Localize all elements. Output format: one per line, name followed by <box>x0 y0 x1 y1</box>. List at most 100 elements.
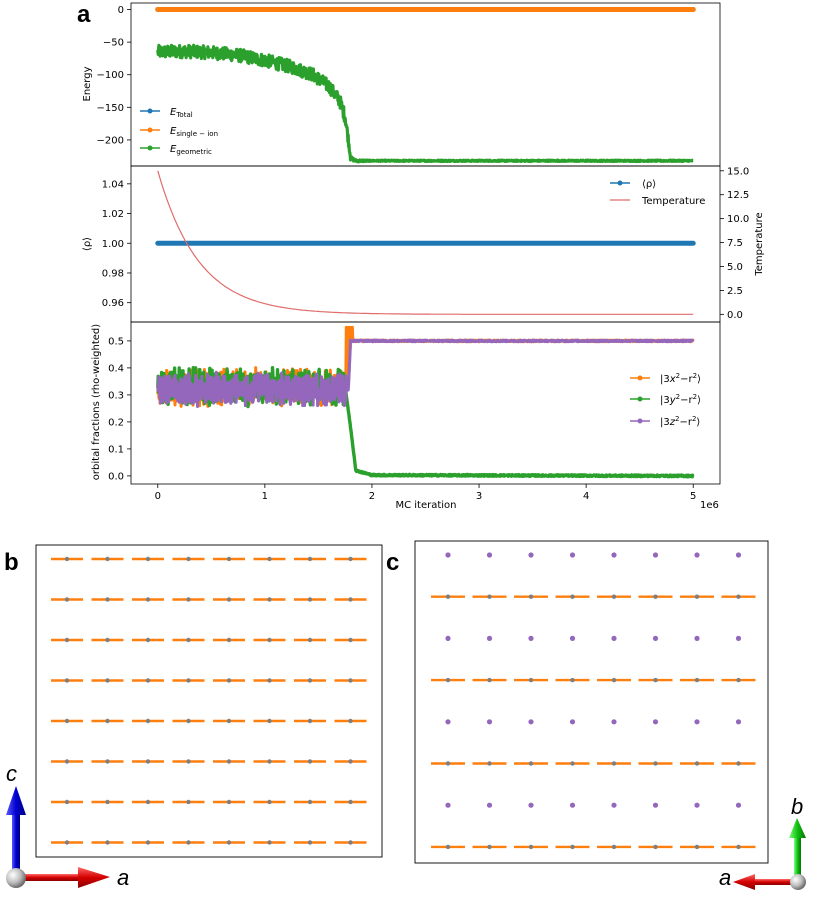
a-axis-arrow-shaft-b <box>18 874 80 881</box>
orbital-z-site <box>735 635 742 642</box>
lattice-site-dot <box>611 677 617 683</box>
legend-3x2-end: ⟩ <box>697 374 701 385</box>
lattice-site-dot <box>445 761 451 766</box>
lattice-site-dot <box>307 840 313 845</box>
legend-entry-temperature: Temperature <box>610 196 705 207</box>
svg-text:|3y2−r2⟩: |3y2−r2⟩ <box>660 393 701 406</box>
orbital-z-site <box>486 552 493 558</box>
lattice-site-dot <box>348 718 353 724</box>
lattice-site-dot <box>145 637 151 643</box>
orbital-z-site <box>569 552 576 558</box>
lattice-site-dot <box>64 556 70 562</box>
legend-entry-3x2: |3x2−r2⟩ <box>630 372 701 385</box>
lattice-site-dot <box>226 678 232 683</box>
panel-letter-c: c <box>386 549 399 576</box>
orbital-z-site <box>569 635 576 642</box>
lattice-site-dot <box>105 678 110 683</box>
legend-e-geometric-sub: geometric <box>176 148 212 156</box>
lattice-site-dot <box>64 718 70 724</box>
lattice-site-dot <box>226 759 232 764</box>
lattice-site-dot <box>528 844 534 850</box>
orbital-z-site <box>445 802 451 808</box>
orbital-z-site <box>611 719 617 725</box>
c-axis-arrow-head <box>6 786 26 815</box>
legend-3y2-end: ⟩ <box>697 395 701 406</box>
panel-letter-a: a <box>77 1 91 28</box>
lattice-site-dot <box>348 637 353 643</box>
legend-rho-label: ⟨ρ⟩ <box>642 179 656 190</box>
lattice-site-dot <box>64 637 70 643</box>
orbital-3z2-line <box>156 338 695 408</box>
orbital-z-site <box>652 552 659 558</box>
lattice-site-dot <box>445 594 451 599</box>
b-axis-label: b <box>791 794 803 819</box>
legend-3x2-var: x <box>669 374 676 385</box>
orbital-y-ticks: 0.0 0.1 0.2 0.3 0.4 0.5 <box>108 336 131 482</box>
lattice-site-dot <box>267 840 272 845</box>
lattice-site-dot <box>570 844 575 850</box>
lattice-site-dot <box>267 556 272 562</box>
orbital-z-site <box>652 719 659 725</box>
lattice-site-dot <box>267 637 272 643</box>
a-axis-label-c: a <box>719 865 731 890</box>
lattice-ab-sites <box>431 552 756 850</box>
rho-y-tick-label: 1.02 <box>102 209 124 220</box>
legend-e-single-main: E <box>170 126 177 137</box>
lattice-site-dot <box>267 678 272 683</box>
lattice-site-dot <box>145 718 151 724</box>
legend-3z2-end: ⟩ <box>696 417 700 428</box>
panel-letter-b: b <box>4 549 19 576</box>
orbital-z-site <box>445 635 451 642</box>
rho-y-tick-label: 0.98 <box>102 268 124 279</box>
lattice-site-dot <box>226 718 232 724</box>
lattice-site-dot <box>307 637 313 643</box>
lattice-site-dot <box>528 594 534 599</box>
x-tick-label: 3 <box>476 491 482 502</box>
energy-y-label: Energy <box>82 66 93 101</box>
orbital-fractions-plot: 0.0 0.1 0.2 0.3 0.4 0.5 0 1 2 3 4 5 orbital fracti… <box>91 321 721 511</box>
temperature-y-tick-label: 0.0 <box>727 310 743 321</box>
temperature-y-tick-label: 12.5 <box>727 190 749 201</box>
orbital-z-site <box>611 802 617 808</box>
svg-text:|3z2−r2⟩: |3z2−r2⟩ <box>660 415 700 428</box>
temperature-y-tick-label: 2.5 <box>727 286 743 297</box>
lattice-site-dot <box>64 678 70 683</box>
b-axis-arrow-head <box>789 818 806 838</box>
orbital-z-site <box>611 635 617 642</box>
lattice-site-dot <box>105 556 110 562</box>
lattice-site-dot <box>267 718 272 724</box>
lattice-site-dot <box>64 597 70 602</box>
legend-3x2-post: −r <box>680 374 693 385</box>
lattice-site-dot <box>487 677 492 683</box>
legend-e-geometric-main: E <box>170 144 177 155</box>
axis-triad-ab: b a <box>719 794 806 890</box>
orbital-z-site <box>486 802 493 808</box>
legend-3y2-post: −r <box>680 395 693 406</box>
lattice-site-dot <box>186 678 191 683</box>
a-axis-arrow-head-b <box>78 867 110 888</box>
orbital-z-site <box>445 552 451 558</box>
orbital-z-site <box>652 802 659 808</box>
x-axis-label: MC iteration <box>395 500 456 511</box>
lattice-site-dot <box>145 597 151 602</box>
orbital-legend: |3x2−r2⟩ |3y2−r2⟩ |3z2−r2⟩ <box>630 372 701 428</box>
lattice-site-dot <box>653 677 658 683</box>
rho-temperature-series <box>155 170 696 315</box>
lattice-site-dot <box>64 759 70 764</box>
lattice-site-dot <box>145 799 151 805</box>
lattice-site-dot <box>186 637 191 643</box>
orbital-z-site <box>528 635 534 642</box>
orbital-y-tick-label: 0.0 <box>108 471 124 482</box>
temperature-y-tick-label: 15.0 <box>727 166 749 177</box>
lattice-site-dot <box>653 594 658 599</box>
lattice-ac-sites <box>51 556 367 845</box>
lattice-site-dot <box>736 594 741 599</box>
orbital-z-site <box>694 635 700 642</box>
legend-3x2-pre: |3 <box>660 374 670 385</box>
rho-y-tick-label: 1.00 <box>102 239 124 250</box>
lattice-site-dot <box>487 594 492 599</box>
lattice-site-dot <box>105 637 110 643</box>
energy-y-tick-label: −100 <box>97 70 124 81</box>
lattice-site-dot <box>64 840 70 845</box>
